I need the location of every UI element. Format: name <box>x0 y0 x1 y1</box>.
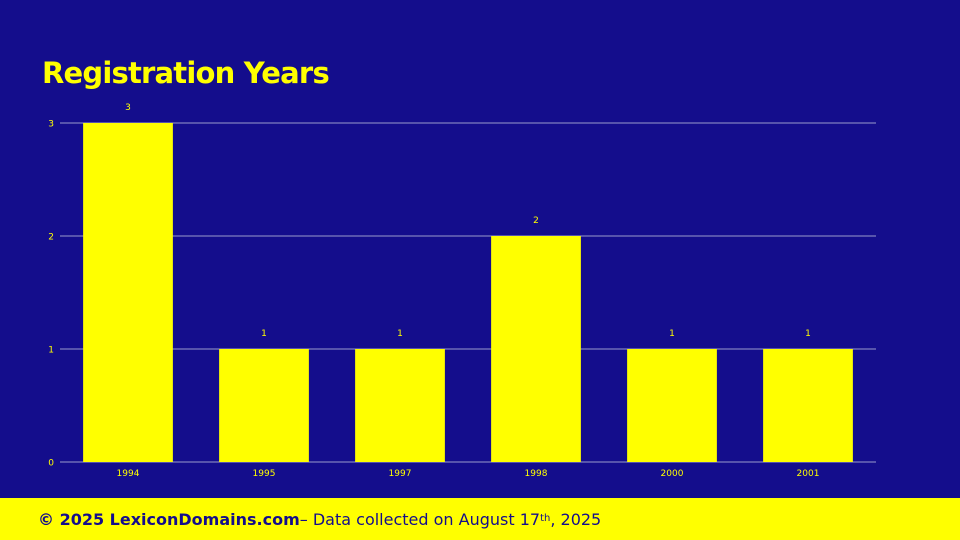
data-label: 1 <box>397 329 403 339</box>
bar-2001 <box>763 349 853 462</box>
data-label: 1 <box>805 329 811 339</box>
bar-2000 <box>627 349 717 462</box>
bars <box>83 123 853 462</box>
y-tick-label: 0 <box>48 459 54 469</box>
x-tick-label: 1995 <box>253 469 276 479</box>
x-tick-label: 2001 <box>797 469 820 479</box>
bar-1998 <box>491 236 581 462</box>
x-axis-ticks: 1994 1995 1997 1998 2000 2001 <box>117 469 820 479</box>
x-tick-label: 1997 <box>389 469 412 479</box>
footer-copyright: © 2025 LexiconDomains.com <box>38 509 300 529</box>
x-tick-label: 1998 <box>525 469 548 479</box>
data-label: 2 <box>533 216 539 226</box>
bar-chart: 0 1 2 3 3 1 1 2 1 1 1994 1995 1997 1998 2000 2001 <box>48 103 876 479</box>
x-tick-label: 2000 <box>661 469 684 479</box>
bar-1997 <box>355 349 445 462</box>
data-label: 1 <box>669 329 675 339</box>
x-tick-label: 1994 <box>117 469 140 479</box>
footer-bar: © 2025 LexiconDomains.com – Data collect… <box>0 498 960 540</box>
footer-year: , 2025 <box>550 509 602 529</box>
data-label: 1 <box>261 329 267 339</box>
bar-1995 <box>219 349 309 462</box>
data-label: 3 <box>125 103 131 113</box>
chart-title: Registration Years <box>42 56 330 90</box>
bar-1994 <box>83 123 173 462</box>
y-axis-ticks: 0 1 2 3 <box>48 120 54 469</box>
y-tick-label: 1 <box>48 346 54 356</box>
y-tick-label: 2 <box>48 233 54 243</box>
y-tick-label: 3 <box>48 120 54 130</box>
gridlines <box>60 122 876 463</box>
data-labels: 3 1 1 2 1 1 <box>125 103 811 339</box>
footer-text: – Data collected on August 17 <box>299 509 541 529</box>
